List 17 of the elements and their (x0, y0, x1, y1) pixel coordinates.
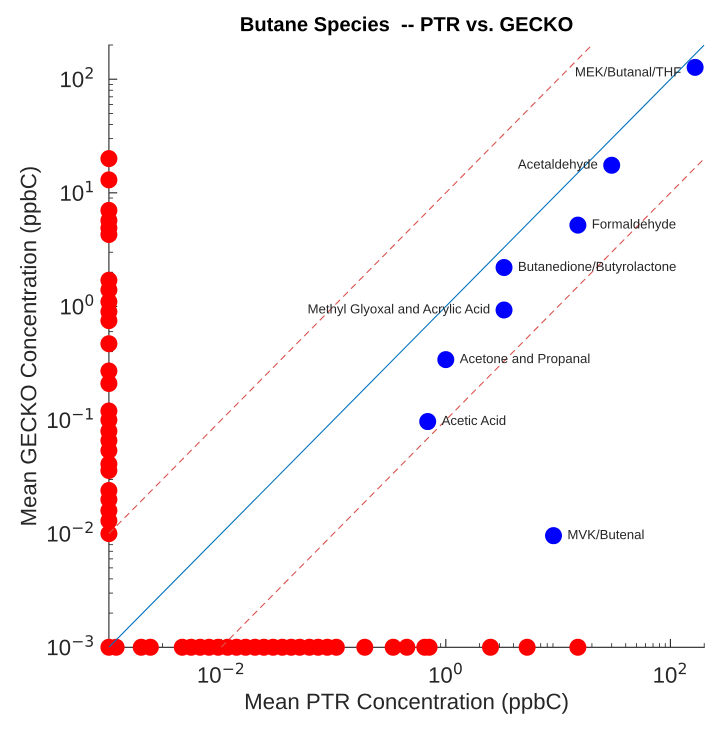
y-tick-label: 10$^{−2}$ (48, 521, 93, 542)
annotation: Formaldehyde (592, 218, 676, 232)
x-tick-label: 10$^{−2}$ (198, 662, 244, 683)
annotation: Butanedione/Butyrolactone (519, 261, 676, 274)
y-tick-label: 10$^{−3}$ (48, 635, 93, 656)
y-tick-label: 10$^{−1}$ (48, 408, 93, 428)
chart-title: Butane Species -- PTR vs. GECKO (241, 16, 572, 36)
y-tick-label: 10$^{2}$ (61, 67, 93, 88)
annotation: MVK/Butenal (568, 530, 644, 540)
y-tick-label: 10$^{1}$ (61, 180, 93, 201)
x-tick-label: 10$^{2}$ (654, 662, 686, 683)
x-axis-title: Mean PTR Concentration (ppbC) (246, 692, 568, 714)
y-tick-label: 10$^{0}$ (61, 294, 94, 315)
annotation: Acetic Acid (442, 415, 506, 426)
annotation: Acetone and Propanal (460, 354, 590, 366)
x-tick-label: 10$^{0}$ (430, 662, 462, 683)
y-axis-title: Mean GECKO Concentration (ppbC) (20, 167, 41, 525)
